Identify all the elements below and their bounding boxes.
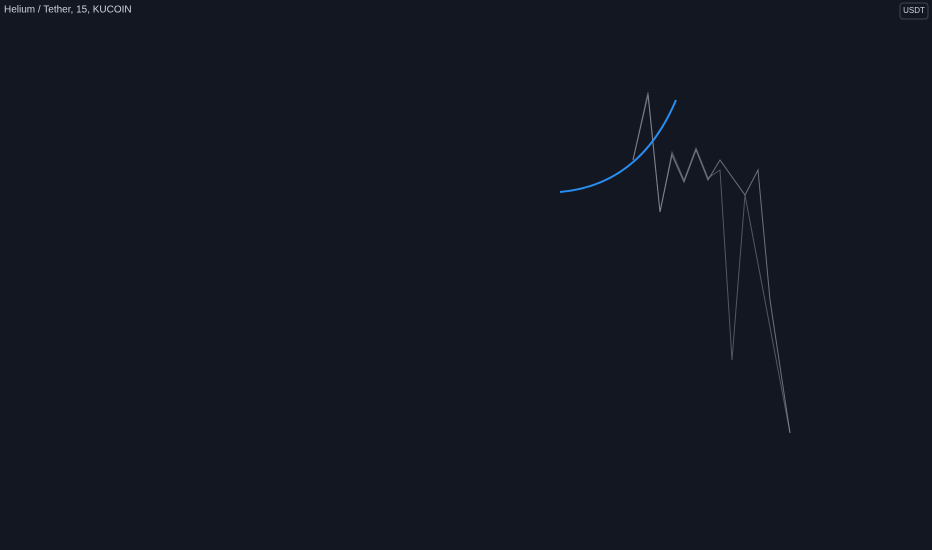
chart-title: Helium / Tether, 15, KUCOIN bbox=[4, 5, 132, 16]
currency[interactable]: USDT bbox=[903, 6, 925, 15]
projection-path-alt bbox=[632, 91, 791, 434]
price-axis bbox=[893, 0, 932, 550]
currency-button[interactable] bbox=[899, 2, 929, 20]
horn-curve bbox=[559, 99, 677, 193]
